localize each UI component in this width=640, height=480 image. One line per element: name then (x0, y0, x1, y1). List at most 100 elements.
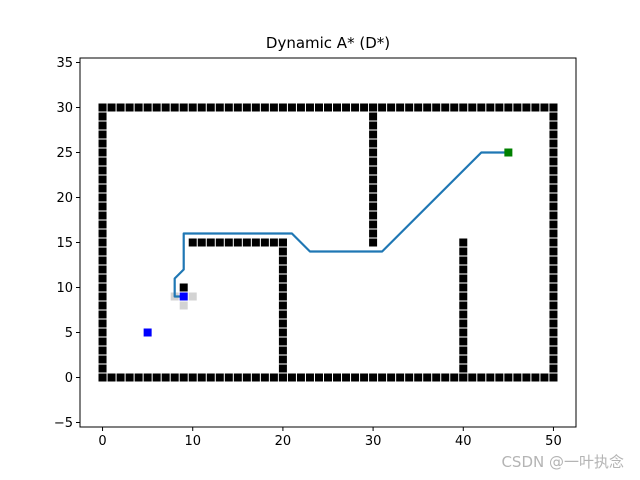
obstacle-marker (369, 175, 378, 184)
obstacle-marker (215, 373, 224, 382)
obstacle-marker (432, 373, 441, 382)
new-obstacle-marker (188, 292, 197, 301)
obstacle-marker (287, 103, 296, 112)
obstacle-marker (233, 373, 242, 382)
obstacle-marker (98, 148, 107, 157)
obstacle-marker (459, 247, 468, 256)
obstacle-marker (468, 103, 477, 112)
obstacle-marker (98, 301, 107, 310)
watermark-text: CSDN @一叶执念 (501, 453, 624, 471)
current-position-marker (179, 292, 188, 301)
obstacle-marker (549, 238, 558, 247)
obstacle-marker (278, 301, 287, 310)
obstacle-marker (459, 373, 468, 382)
obstacle-marker (278, 283, 287, 292)
obstacle-marker (360, 373, 369, 382)
obstacle-marker (432, 103, 441, 112)
y-tick-label: 0 (65, 371, 73, 386)
plot-frame (79, 57, 577, 428)
obstacle-marker (549, 220, 558, 229)
obstacle-marker (486, 373, 495, 382)
obstacle-marker (369, 130, 378, 139)
obstacle-marker (504, 373, 513, 382)
obstacle-marker (549, 175, 558, 184)
obstacle-marker (98, 238, 107, 247)
obstacle-marker (450, 373, 459, 382)
obstacle-marker (369, 202, 378, 211)
obstacle-marker (459, 256, 468, 265)
obstacle-marker (549, 265, 558, 274)
obstacle-marker (152, 103, 161, 112)
obstacle-marker (549, 337, 558, 346)
obstacle-marker (233, 238, 242, 247)
obstacle-marker (540, 373, 549, 382)
obstacle-marker (224, 238, 233, 247)
obstacle-marker (396, 373, 405, 382)
obstacle-marker (215, 238, 224, 247)
obstacle-marker (549, 346, 558, 355)
obstacle-marker (98, 328, 107, 337)
obstacle-marker (98, 220, 107, 229)
obstacle-marker (107, 103, 116, 112)
y-tick-label: 10 (56, 281, 73, 296)
obstacle-marker (116, 103, 125, 112)
obstacle-marker (333, 373, 342, 382)
obstacle-marker (251, 373, 260, 382)
obstacle-marker (260, 103, 269, 112)
obstacle-marker (549, 292, 558, 301)
obstacle-marker (98, 256, 107, 265)
obstacle-marker (278, 373, 287, 382)
obstacle-marker (251, 103, 260, 112)
y-tick-label: 35 (56, 56, 73, 71)
obstacle-marker (459, 337, 468, 346)
obstacle-marker (477, 373, 486, 382)
obstacle-marker (369, 211, 378, 220)
obstacle-marker (324, 103, 332, 112)
obstacle-marker (242, 103, 251, 112)
obstacle-marker (98, 274, 107, 283)
obstacle-marker (161, 103, 170, 112)
x-tick-label: 10 (184, 434, 201, 449)
obstacle-marker (188, 103, 197, 112)
obstacle-marker (296, 103, 305, 112)
obstacle-marker (179, 103, 188, 112)
obstacle-marker (549, 157, 558, 166)
axes: 0 10 20 30 40 50 −5 0 5 10 15 20 25 30 35 (54, 56, 577, 449)
obstacle-marker (314, 103, 323, 112)
x-tick-label: 20 (275, 434, 292, 449)
x-tick-label: 50 (545, 434, 562, 449)
obstacle-marker (278, 247, 287, 256)
obstacle-marker (278, 103, 287, 112)
obstacle-marker (188, 373, 197, 382)
obstacle-marker (378, 103, 387, 112)
y-tick-label: 25 (56, 146, 73, 161)
obstacle-marker (369, 166, 378, 175)
obstacle-marker (459, 319, 468, 328)
start-marker (143, 328, 152, 337)
y-tick-label: 15 (56, 236, 73, 251)
obstacle-marker (278, 256, 287, 265)
obstacle-marker (98, 175, 107, 184)
obstacle-marker (531, 103, 540, 112)
obstacle-marker (98, 184, 107, 193)
obstacle-marker (369, 238, 378, 247)
obstacle-marker (197, 103, 206, 112)
obstacle-marker (459, 265, 468, 274)
new-obstacle-marker (179, 301, 188, 310)
obstacle-marker (423, 103, 432, 112)
obstacle-marker (134, 373, 143, 382)
obstacle-marker (98, 121, 107, 130)
obstacle-marker (305, 103, 314, 112)
obstacle-marker (98, 166, 107, 175)
obstacle-marker (549, 328, 558, 337)
obstacle-marker (98, 364, 107, 373)
obstacle-marker (549, 373, 558, 382)
obstacle-marker (459, 355, 468, 364)
obstacle-marker (170, 373, 179, 382)
obstacle-marker (98, 283, 107, 292)
obstacle-marker (459, 238, 468, 247)
obstacle-marker (549, 364, 558, 373)
y-tick-label: 30 (56, 101, 73, 116)
obstacle-marker (513, 103, 522, 112)
